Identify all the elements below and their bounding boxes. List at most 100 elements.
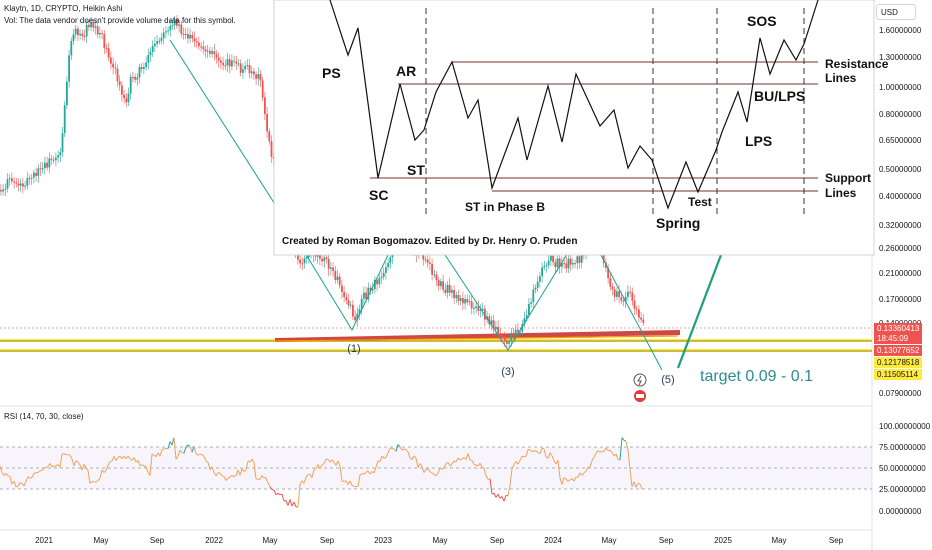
rsi-line-segment — [127, 455, 131, 460]
rsi-line-segment — [397, 444, 401, 448]
candle-body — [556, 258, 559, 268]
wyckoff-credit: Created by Roman Bogomazov. Edited by Dr… — [282, 236, 577, 247]
candle-body — [261, 80, 264, 98]
rsi-line-segment — [173, 437, 177, 460]
candle-body — [503, 336, 506, 342]
candle-body — [101, 33, 103, 35]
rsi-line-segment — [549, 452, 553, 457]
candle-body — [446, 284, 449, 293]
rsi-line-segment — [403, 448, 407, 451]
candle-body — [70, 40, 73, 56]
rsi-line-segment — [431, 472, 435, 475]
rsi-line-segment — [435, 472, 439, 476]
candle-body — [125, 98, 128, 103]
candle-body — [107, 48, 110, 58]
rsi-line-segment — [595, 450, 599, 454]
candle-body — [517, 329, 519, 332]
rsi-line-segment — [329, 459, 333, 463]
rsi-line-segment — [101, 469, 105, 473]
candle-body — [99, 33, 101, 35]
candle-body — [510, 333, 513, 342]
rsi-line-segment — [551, 455, 555, 462]
rsi-line-segment — [195, 453, 199, 456]
rsi-line-segment — [185, 444, 189, 448]
rsi-line-segment — [359, 473, 363, 476]
candle-body — [629, 291, 631, 293]
rsi-line-segment — [535, 450, 539, 453]
lightning-glyph — [637, 375, 642, 386]
rsi-line-segment — [439, 467, 443, 470]
candle-body — [547, 260, 550, 266]
rsi-line-segment — [437, 468, 441, 474]
rsi-line-segment — [461, 457, 465, 460]
rsi-line-segment — [167, 441, 171, 449]
rsi-line-segment — [103, 469, 107, 473]
rsi-line-segment — [451, 460, 455, 465]
wave-label-3: (3) — [501, 366, 514, 378]
rsi-line-segment — [589, 460, 593, 468]
rsi-line-segment — [475, 464, 479, 467]
candle-body — [30, 177, 33, 179]
rsi-line-segment — [249, 458, 253, 463]
rsi-line-segment — [467, 453, 471, 461]
wyckoff-overlay: PS AR SC ST ST in Phase B Spring Test LPS SOS BU/… — [273, 0, 889, 256]
wyckoff-label: ST — [407, 162, 425, 178]
rsi-line-segment — [275, 492, 279, 496]
currency-button[interactable]: USD — [876, 4, 916, 20]
rsi-line-segment — [83, 464, 87, 468]
rsi-line-segment — [241, 468, 245, 472]
rsi-line-segment — [261, 475, 265, 479]
price-tag: 0.13360413 — [874, 323, 922, 334]
candle-body — [530, 302, 532, 304]
time-tick-label: Sep — [659, 536, 674, 545]
candle-body — [154, 43, 156, 47]
candle-body — [189, 34, 191, 39]
rsi-line-segment — [619, 437, 623, 461]
candle-body — [50, 158, 53, 160]
rsi-line-segment — [407, 451, 411, 458]
rsi-tick-label: 0.00000000 — [879, 507, 922, 516]
candle-body — [195, 41, 198, 43]
price-tag-label: 0.12178518 — [877, 358, 920, 367]
rsi-line-segment — [483, 468, 487, 476]
candle-body — [429, 262, 431, 265]
rsi-line-segment — [471, 460, 475, 465]
rsi-line-segment — [121, 455, 125, 460]
candle-body — [431, 264, 433, 275]
candle-body — [444, 289, 447, 293]
candle-body — [475, 306, 477, 309]
rsi-line-segment — [573, 476, 577, 482]
rsi-line-segment — [37, 470, 41, 473]
rsi-tick-label: 75.00000000 — [879, 443, 926, 452]
candle-body — [528, 303, 530, 316]
candle-body — [451, 290, 453, 293]
candle-body — [633, 300, 636, 309]
candle-body — [332, 267, 334, 271]
price-tick-label: 0.80000000 — [879, 110, 922, 119]
candle-body — [602, 253, 605, 263]
rsi-line-segment — [59, 454, 63, 468]
candle-body — [228, 59, 231, 67]
candle-body — [466, 299, 469, 303]
candle-body — [129, 76, 132, 94]
candle-body — [385, 267, 387, 273]
price-tag: 0.13077652 — [874, 345, 922, 356]
rsi-line-segment — [115, 457, 119, 461]
rsi-tick-label: 100.00000000 — [879, 422, 931, 431]
candle-body — [198, 42, 200, 47]
candle-body — [2, 189, 4, 192]
candle-body — [301, 263, 304, 265]
rsi-line-segment — [269, 486, 273, 490]
time-tick-label: Sep — [490, 536, 505, 545]
candle-body — [57, 155, 59, 158]
candle-body — [622, 300, 625, 302]
candle-body — [624, 296, 627, 302]
candle-body — [147, 54, 150, 63]
rsi-line-segment — [337, 460, 341, 467]
rsi-line-segment — [17, 482, 21, 487]
candle-body — [382, 272, 385, 277]
rsi-line-segment — [349, 480, 353, 486]
candle-body — [325, 257, 328, 259]
rsi-line-segment — [531, 450, 535, 453]
